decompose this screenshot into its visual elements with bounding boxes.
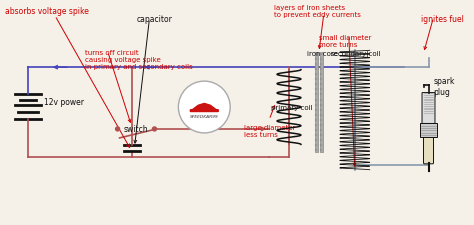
Text: large diameter
less turns: large diameter less turns [244, 125, 295, 138]
Polygon shape [191, 104, 218, 112]
Circle shape [178, 81, 230, 133]
Circle shape [116, 127, 119, 131]
Bar [320, 52, 323, 152]
Bar [315, 52, 318, 152]
Text: capacitor: capacitor [137, 15, 173, 24]
FancyBboxPatch shape [422, 92, 435, 124]
Text: SPEEDKAR99: SPEEDKAR99 [190, 115, 219, 119]
Text: iron core: iron core [307, 51, 338, 57]
Text: switch: switch [124, 125, 148, 134]
Text: turns off circuit
causing voltage spike
in primary and secondary coils: turns off circuit causing voltage spike … [85, 50, 192, 70]
Bar [419, 123, 438, 137]
Circle shape [153, 127, 156, 131]
Text: primary coil: primary coil [271, 105, 313, 111]
Text: spark
plug: spark plug [434, 77, 455, 97]
Text: layers of iron sheets
to prevent eddy currents: layers of iron sheets to prevent eddy cu… [274, 5, 361, 18]
Text: 12v power: 12v power [44, 97, 84, 106]
Text: ignites fuel: ignites fuel [420, 15, 464, 24]
Text: small diameter
more turns: small diameter more turns [319, 35, 371, 48]
FancyBboxPatch shape [424, 134, 434, 164]
Text: secondary|coil: secondary|coil [331, 51, 382, 58]
Text: absorbs voltage spike: absorbs voltage spike [5, 7, 89, 16]
